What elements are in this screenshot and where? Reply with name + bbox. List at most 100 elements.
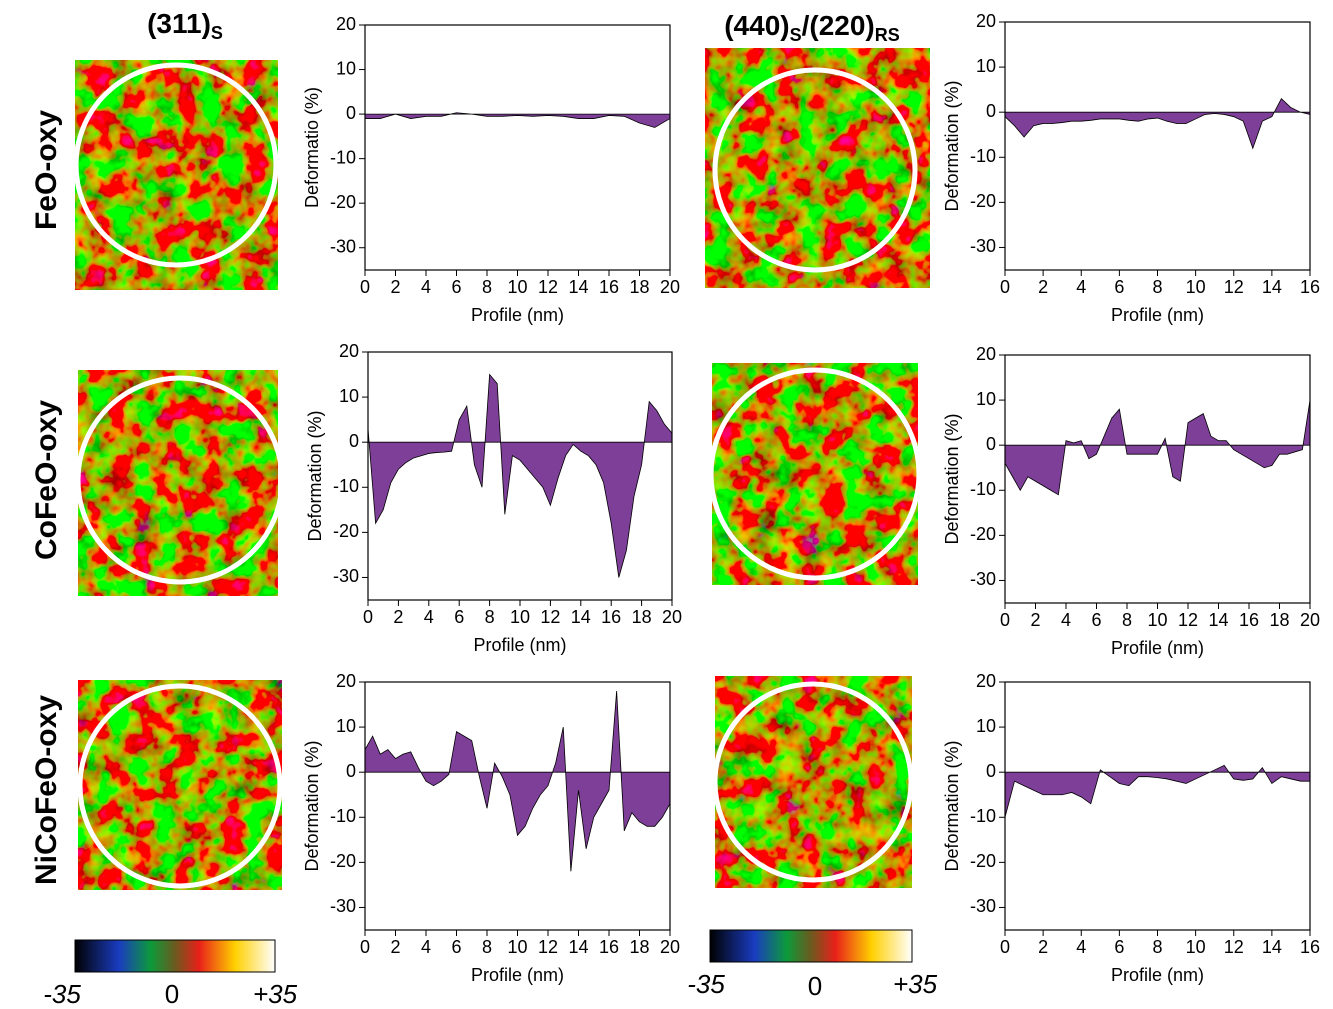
- x-tick-label: 10: [507, 277, 527, 297]
- y-tick-label: -30: [970, 896, 996, 916]
- x-tick-label: 4: [421, 937, 431, 957]
- x-tick-label: 6: [451, 937, 461, 957]
- x-tick-label: 12: [1224, 937, 1244, 957]
- x-tick-label: 4: [421, 277, 431, 297]
- circle: [75, 375, 285, 585]
- x-tick-label: 2: [1038, 937, 1048, 957]
- x-tick-label: 10: [510, 607, 530, 627]
- circle: [712, 67, 918, 273]
- x-tick-label: 4: [1076, 937, 1086, 957]
- x-tick-label: 14: [1262, 277, 1282, 297]
- colorbar-label: 0: [808, 971, 822, 1001]
- x-tick-label: 16: [601, 607, 621, 627]
- x-tick-label: 6: [454, 607, 464, 627]
- y-tick-label: 10: [339, 386, 359, 406]
- y-tick-label: -20: [330, 192, 356, 212]
- row-label: CoFeO-oxy: [30, 400, 63, 560]
- x-tick-label: 18: [629, 277, 649, 297]
- y-tick-label: -30: [333, 566, 359, 586]
- x-tick-label: 14: [571, 607, 591, 627]
- x-tick-label: 2: [1030, 610, 1040, 630]
- colorbar-label: -35: [43, 979, 81, 1009]
- x-tick-label: 2: [390, 937, 400, 957]
- colorbar: [709, 929, 913, 963]
- x-tick-label: 0: [360, 937, 370, 957]
- y-axis-label: Deformation (%): [302, 740, 322, 871]
- row-label: FeO-oxy: [30, 110, 63, 230]
- y-tick-label: 0: [986, 761, 996, 781]
- x-tick-label: 0: [1000, 937, 1010, 957]
- x-tick-label: 2: [1038, 277, 1048, 297]
- axes-frame: [364, 24, 671, 271]
- y-tick-label: -30: [330, 896, 356, 916]
- x-axis-label: Profile (nm): [471, 305, 564, 325]
- x-tick-label: 20: [1300, 610, 1320, 630]
- y-tick-label: 20: [976, 11, 996, 31]
- x-tick-label: 16: [1239, 610, 1259, 630]
- x-tick-label: 4: [1076, 277, 1086, 297]
- circle: [73, 62, 279, 268]
- x-tick-label: 14: [1262, 937, 1282, 957]
- x-tick-label: 8: [485, 607, 495, 627]
- y-tick-label: 0: [346, 103, 356, 123]
- colorbar-label: 0: [165, 979, 179, 1009]
- x-tick-label: 12: [538, 937, 558, 957]
- y-tick-label: -30: [330, 236, 356, 256]
- circle: [712, 681, 914, 883]
- area: [364, 112, 671, 128]
- x-axis-label: Profile (nm): [1111, 965, 1204, 985]
- x-tick-label: 16: [599, 937, 619, 957]
- x-tick-label: 8: [482, 277, 492, 297]
- y-tick-label: -30: [970, 236, 996, 256]
- x-axis-label: Profile (nm): [1111, 638, 1204, 658]
- y-tick-label: 20: [339, 341, 359, 361]
- y-tick-label: -10: [330, 147, 356, 167]
- area: [1004, 764, 1311, 818]
- x-axis-label: Profile (nm): [473, 635, 566, 655]
- colorbar-label: +35: [253, 979, 298, 1009]
- x-tick-label: 0: [1000, 277, 1010, 297]
- x-tick-label: 4: [424, 607, 434, 627]
- x-tick-label: 10: [507, 937, 527, 957]
- y-axis-label: Deformation (%): [305, 410, 325, 541]
- colorbar: [74, 939, 276, 973]
- y-tick-label: -20: [970, 191, 996, 211]
- x-tick-label: 8: [482, 937, 492, 957]
- column-title: (440)S/(220)RS: [724, 10, 900, 44]
- x-tick-label: 8: [1122, 610, 1132, 630]
- y-tick-label: -20: [970, 524, 996, 544]
- y-tick-label: 20: [336, 671, 356, 691]
- x-tick-label: 12: [540, 607, 560, 627]
- y-tick-label: 10: [976, 716, 996, 736]
- x-tick-label: 12: [538, 277, 558, 297]
- y-tick-label: 0: [986, 434, 996, 454]
- y-tick-label: -10: [970, 479, 996, 499]
- x-axis-label: Profile (nm): [471, 965, 564, 985]
- x-tick-label: 8: [1152, 937, 1162, 957]
- x-tick-label: 6: [1114, 277, 1124, 297]
- y-tick-label: 10: [336, 716, 356, 736]
- x-tick-label: 0: [360, 277, 370, 297]
- strain-map: [712, 363, 918, 585]
- y-tick-label: -30: [970, 569, 996, 589]
- x-tick-label: 10: [1186, 277, 1206, 297]
- x-tick-label: 2: [393, 607, 403, 627]
- y-tick-label: 0: [346, 761, 356, 781]
- circle: [77, 683, 283, 889]
- y-tick-label: 20: [976, 344, 996, 364]
- area: [1004, 98, 1311, 150]
- x-tick-label: 14: [568, 277, 588, 297]
- y-tick-label: -10: [330, 806, 356, 826]
- x-tick-label: 8: [1152, 277, 1162, 297]
- area: [367, 373, 673, 578]
- x-axis-label: Profile (nm): [1111, 305, 1204, 325]
- x-tick-label: 6: [1114, 937, 1124, 957]
- axes-frame: [1004, 21, 1311, 271]
- x-tick-label: 18: [629, 937, 649, 957]
- circle: [708, 367, 922, 581]
- y-tick-label: 20: [336, 14, 356, 34]
- x-tick-label: 18: [1269, 610, 1289, 630]
- y-tick-label: -20: [970, 851, 996, 871]
- x-tick-label: 16: [1300, 277, 1320, 297]
